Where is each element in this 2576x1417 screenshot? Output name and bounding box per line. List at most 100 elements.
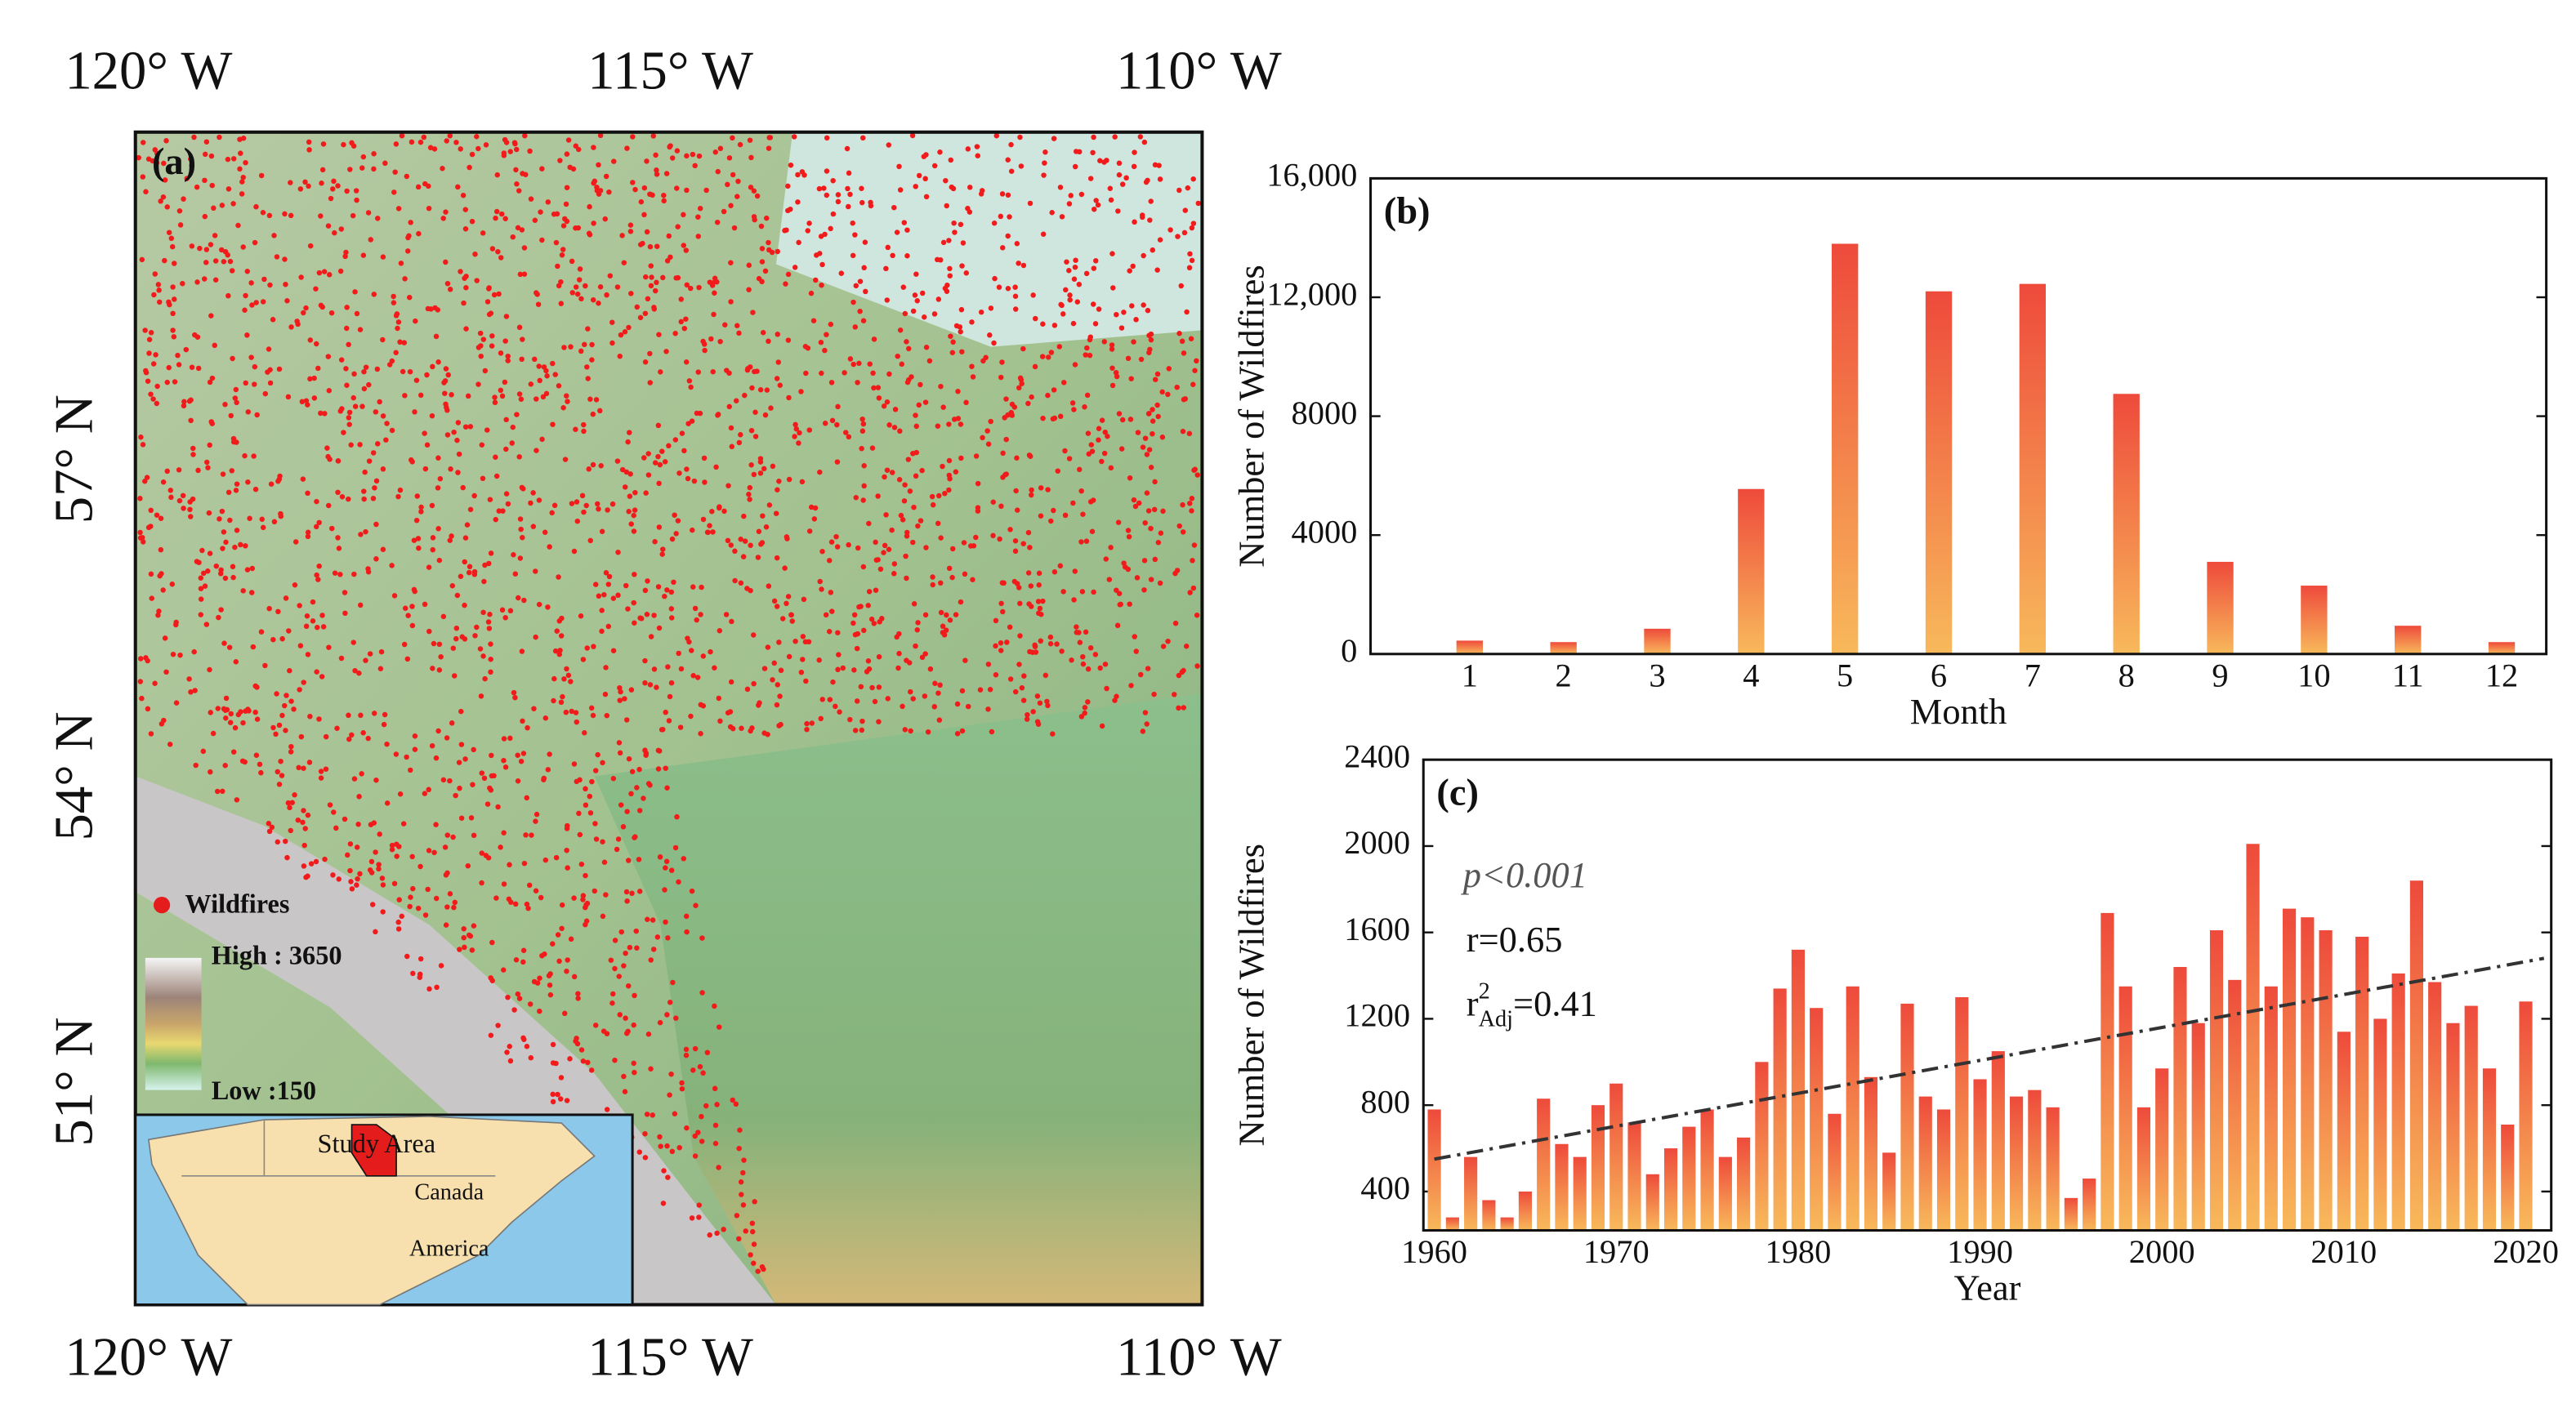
fire-point <box>1069 400 1076 406</box>
fire-point <box>503 140 510 145</box>
fire-point <box>940 239 947 246</box>
bar <box>1644 628 1671 654</box>
fire-point <box>464 522 471 528</box>
fire-point <box>792 638 798 644</box>
fire-point <box>524 901 530 907</box>
fire-point <box>1178 283 1184 289</box>
fire-point <box>592 178 598 185</box>
fire-point <box>322 856 328 862</box>
fire-point <box>145 657 150 664</box>
fire-point <box>700 703 707 709</box>
fire-point <box>775 359 782 365</box>
fire-point <box>1078 714 1085 720</box>
fire-point <box>346 409 353 416</box>
fire-point <box>303 623 310 630</box>
fire-point <box>311 395 318 401</box>
fire-point <box>577 831 583 838</box>
fire-point <box>440 166 445 172</box>
fire-point <box>1021 673 1027 679</box>
fire-point <box>404 656 411 662</box>
fire-point <box>402 605 408 611</box>
fire-point <box>454 592 461 599</box>
fire-point <box>377 666 384 672</box>
fire-point <box>642 1155 649 1161</box>
fire-point <box>516 454 522 460</box>
fire-point <box>225 252 230 258</box>
fire-point <box>850 620 856 626</box>
fire-point <box>786 476 792 483</box>
fire-point <box>518 526 524 532</box>
fire-point <box>665 1174 671 1180</box>
fire-point <box>240 588 246 594</box>
y-tick-label: 12,000 <box>1266 275 1357 312</box>
fire-point <box>164 379 170 385</box>
fire-point <box>730 135 735 141</box>
fire-point <box>425 886 431 893</box>
fire-point <box>695 369 701 375</box>
fire-point <box>740 1202 747 1208</box>
fire-point <box>1048 518 1054 524</box>
fire-point <box>523 832 529 838</box>
fire-point <box>685 421 691 426</box>
fire-point <box>882 474 887 480</box>
fire-point <box>642 680 648 686</box>
fire-point <box>1025 570 1032 576</box>
fire-point <box>152 147 158 153</box>
fire-point <box>538 209 543 215</box>
fire-point <box>349 732 355 738</box>
fire-point <box>855 545 861 551</box>
fire-point <box>617 750 623 756</box>
fire-point <box>370 496 377 501</box>
fire-point <box>937 682 943 688</box>
fire-point <box>683 1046 690 1053</box>
fire-point <box>346 341 351 348</box>
fire-point <box>233 659 239 665</box>
fire-point <box>679 1080 685 1086</box>
fire-point <box>819 548 825 555</box>
fire-point <box>282 702 288 709</box>
fire-point <box>575 996 581 1001</box>
fire-point <box>1014 455 1020 461</box>
fire-point <box>410 885 416 892</box>
fire-point <box>1172 620 1179 626</box>
fire-point <box>337 268 344 274</box>
fire-point <box>729 618 734 625</box>
fire-point <box>673 531 679 537</box>
fire-point <box>462 602 467 608</box>
fire-point <box>891 204 897 211</box>
fire-point <box>603 665 609 671</box>
fire-point <box>1150 430 1155 437</box>
fire-point <box>860 421 867 427</box>
fire-point <box>136 154 142 161</box>
fire-point <box>288 827 293 834</box>
fire-point <box>516 595 521 601</box>
fire-point <box>359 771 364 777</box>
fire-point <box>442 844 449 850</box>
fire-point <box>139 256 145 263</box>
fire-point <box>1033 315 1038 322</box>
fire-point <box>1096 306 1102 312</box>
fire-point <box>528 381 534 387</box>
fire-point <box>760 330 766 336</box>
fire-point <box>766 145 772 151</box>
fire-point <box>654 172 660 177</box>
fire-point <box>1066 456 1073 461</box>
fire-point <box>1158 530 1164 536</box>
fire-point <box>785 594 792 599</box>
fire-point <box>763 524 770 530</box>
fire-point <box>408 139 415 145</box>
fire-point <box>884 297 890 303</box>
fire-point <box>876 395 882 401</box>
fire-point <box>827 697 833 702</box>
fire-point <box>1109 342 1115 348</box>
fire-point <box>684 282 690 288</box>
fire-point <box>701 455 708 461</box>
fire-point <box>597 188 604 194</box>
fire-point <box>354 844 360 850</box>
fire-point <box>493 454 498 460</box>
fire-point <box>1131 497 1137 503</box>
fire-point <box>607 273 614 278</box>
fire-point <box>710 529 716 535</box>
fire-point <box>967 185 973 190</box>
fire-point <box>303 305 309 311</box>
